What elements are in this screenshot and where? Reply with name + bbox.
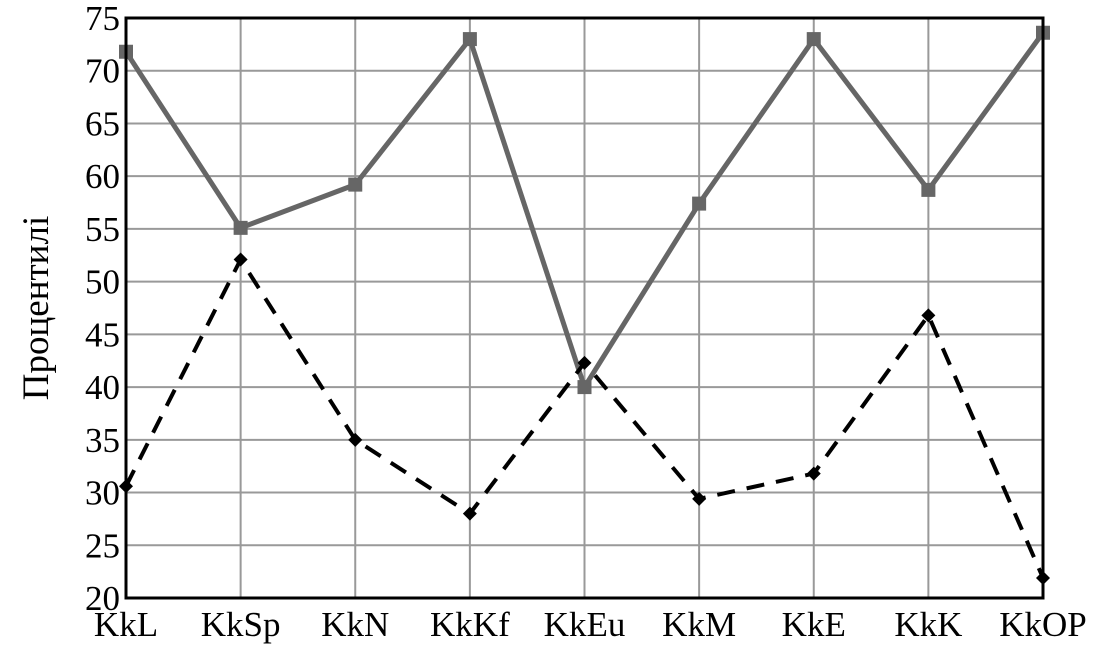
series-1-point <box>577 380 592 395</box>
x-tick-label: KkEu <box>544 605 626 644</box>
series-2-point <box>921 308 936 323</box>
y-tick-label: 65 <box>85 104 120 143</box>
series-1-point <box>462 32 477 47</box>
series-2-point <box>692 491 707 506</box>
y-tick-label: 50 <box>85 263 120 302</box>
y-tick-label: 60 <box>85 157 120 196</box>
y-tick-label: 55 <box>85 210 120 249</box>
series-1-point <box>348 177 363 192</box>
series-1-point <box>692 196 707 211</box>
x-axis-ticks: KkL KkSp KkN KkKf KkEu KkM KkE KkK KkOP <box>94 605 1087 644</box>
series-2-point <box>462 506 477 521</box>
y-tick-label: 30 <box>85 474 120 513</box>
y-tick-label: 70 <box>85 52 120 91</box>
series-layer <box>119 25 1050 585</box>
series-2-point <box>233 252 248 267</box>
x-tick-label: KkE <box>782 605 846 644</box>
series-1-point <box>233 220 248 235</box>
x-tick-label: KkK <box>894 605 962 644</box>
series-1-point <box>806 32 821 47</box>
series-2-point <box>577 355 592 370</box>
series-1 <box>119 25 1050 395</box>
y-tick-label: 20 <box>85 579 120 618</box>
y-tick-label: 40 <box>85 368 120 407</box>
y-tick-label: 35 <box>85 421 120 460</box>
x-tick-label: KkOP <box>999 605 1087 644</box>
y-axis-title: Процентилі <box>16 216 57 400</box>
series-2-point <box>806 466 821 481</box>
x-tick-label: KkM <box>662 605 736 644</box>
series-1-point <box>921 182 936 197</box>
x-tick-label: KkN <box>321 605 389 644</box>
series-2 <box>119 252 1050 585</box>
series-2-point <box>348 432 363 447</box>
y-tick-label: 75 <box>85 0 120 38</box>
x-tick-label: KkL <box>94 605 158 644</box>
y-tick-label: 25 <box>85 526 120 565</box>
y-tick-label: 45 <box>85 315 120 354</box>
x-tick-label: KkKf <box>430 605 510 644</box>
y-axis-ticks: 20 25 30 35 40 45 50 55 60 65 70 75 <box>85 0 120 618</box>
plot-frame <box>124 16 1045 600</box>
grid <box>125 17 1044 599</box>
x-tick-label: KkSp <box>201 605 281 644</box>
